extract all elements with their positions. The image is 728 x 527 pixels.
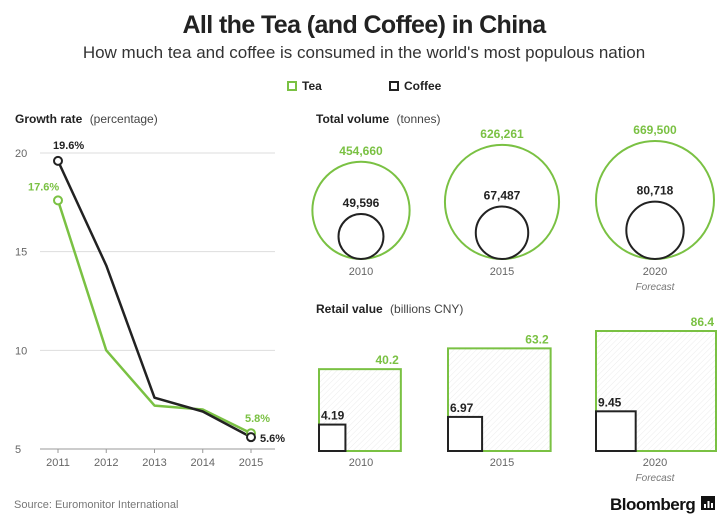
- legend: Tea Coffee: [287, 79, 442, 93]
- growth-rate-title: Growth rate (percentage): [15, 112, 158, 126]
- square-label-tea: 40.2: [375, 353, 399, 367]
- category-label: 2020: [643, 266, 667, 278]
- data-point-tea: [53, 195, 63, 206]
- square-coffee: [595, 410, 637, 452]
- data-label-coffee-end: 5.6%: [260, 433, 285, 445]
- category-label: 2015: [490, 266, 514, 278]
- legend-tea-label: Tea: [302, 79, 322, 93]
- category-label: 2010: [349, 457, 373, 469]
- category-label: 2020: [643, 457, 667, 469]
- retail-value-title: Retail value (billions CNY): [316, 302, 463, 316]
- data-label-coffee-start: 19.6%: [53, 140, 84, 152]
- series-line-coffee: [56, 160, 252, 439]
- square-label-coffee: 6.97: [450, 401, 474, 415]
- brand-logo: Bloomberg: [610, 495, 715, 514]
- total-volume-chart: Total volume (tonnes) 454,660 49,596 2010 6…: [311, 112, 715, 293]
- square-label-tea: 86.4: [691, 315, 715, 329]
- square-coffee: [318, 423, 347, 453]
- x-tick-label: 2013: [142, 457, 166, 469]
- forecast-note: Forecast: [636, 282, 676, 293]
- y-tick-label: 5: [15, 444, 21, 456]
- page-subtitle: How much tea and coffee is consumed in t…: [83, 43, 645, 62]
- x-tick-label: 2015: [239, 457, 263, 469]
- total-volume-title: Total volume (tonnes): [316, 112, 441, 126]
- growth-rate-chart: Growth rate (percentage) 5 10 15 20 2011 201…: [15, 112, 285, 469]
- legend-coffee-swatch: [389, 81, 399, 91]
- data-point-coffee: [53, 155, 63, 166]
- square-label-coffee: 9.45: [598, 395, 622, 409]
- square-label-coffee: 4.19: [321, 409, 345, 423]
- bubble-label-coffee: 80,718: [637, 184, 674, 198]
- brand-chart-icon-bar3: [711, 503, 713, 508]
- source-note: Source: Euromonitor International: [14, 499, 178, 511]
- bubble-label-coffee: 49,596: [343, 196, 380, 210]
- square-coffee: [447, 415, 484, 453]
- y-tick-label: 10: [15, 345, 27, 357]
- x-tick-label: 2011: [46, 457, 70, 469]
- brand-chart-icon-bar2: [707, 501, 710, 508]
- x-tick-label: 2014: [191, 457, 215, 469]
- retail-value-title-unit: (billions CNY): [390, 302, 463, 316]
- data-point-coffee: [246, 432, 256, 443]
- square-label-tea: 63.2: [525, 332, 549, 346]
- bubble-coffee: [625, 200, 685, 261]
- data-label-tea-end: 5.8%: [245, 413, 270, 425]
- brand-wordmark: Bloomberg: [610, 495, 695, 514]
- forecast-note: Forecast: [636, 473, 676, 484]
- bubble-label-tea: 669,500: [633, 123, 677, 137]
- brand-chart-icon-bar1: [704, 504, 706, 508]
- legend-tea-swatch: [287, 81, 297, 91]
- growth-rate-title-main: Growth rate: [15, 112, 83, 126]
- category-label: 2010: [349, 266, 373, 278]
- growth-rate-title-unit: (percentage): [90, 112, 158, 126]
- bubble-coffee: [474, 205, 530, 260]
- x-tick-label: 2012: [94, 457, 118, 469]
- retail-value-chart: Retail value (billions CNY) 40.2 4.19 2010…: [316, 302, 717, 484]
- bubble-tea: [311, 160, 411, 260]
- bubble-tea: [595, 140, 715, 260]
- y-tick-label: 20: [15, 148, 27, 160]
- legend-coffee-label: Coffee: [404, 79, 442, 93]
- data-label-tea-start: 17.6%: [28, 181, 59, 193]
- bubble-label-tea: 626,261: [480, 127, 524, 141]
- bubble-coffee: [337, 213, 385, 261]
- square-tea: [318, 368, 402, 453]
- total-volume-title-unit: (tonnes): [396, 112, 440, 126]
- retail-value-title-main: Retail value: [316, 302, 383, 316]
- total-volume-title-main: Total volume: [316, 112, 389, 126]
- series-line-tea: [56, 199, 252, 435]
- bubble-label-tea: 454,660: [339, 144, 383, 158]
- y-tick-label: 15: [15, 247, 27, 259]
- page-title: All the Tea (and Coffee) in China: [182, 11, 547, 39]
- category-label: 2015: [490, 457, 514, 469]
- bubble-label-coffee: 67,487: [484, 189, 521, 203]
